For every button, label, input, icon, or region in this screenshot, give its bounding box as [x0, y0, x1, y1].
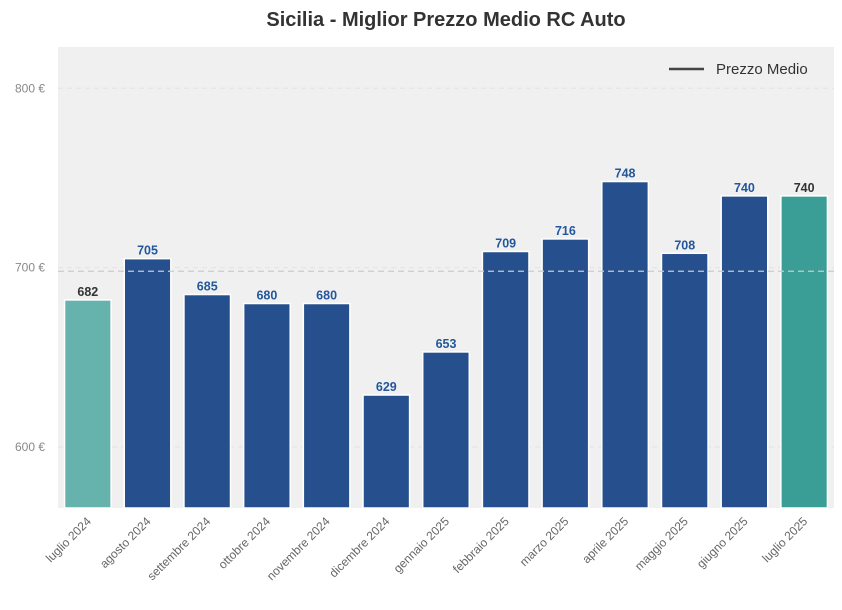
data-label: 708 [674, 238, 695, 252]
data-labels: 682 705 685 680 680 629 653 709 716 748 708 740 740 [58, 167, 834, 394]
x-tick-label: luglio 2025 [759, 514, 810, 565]
bar [63, 299, 112, 509]
legend: Prezzo Medio [669, 61, 808, 78]
y-tick-label: 700 € [15, 261, 45, 275]
chart-title: Sicilia - Miglior Prezzo Medio RC Auto [266, 9, 625, 31]
x-tick-label: giugno 2025 [694, 514, 751, 571]
bar [421, 351, 471, 509]
bar [481, 250, 530, 509]
x-tick-label: dicembre 2024 [326, 514, 392, 580]
x-tick-label: febbraio 2025 [450, 514, 512, 576]
data-label: 629 [376, 380, 397, 394]
bar [362, 394, 411, 509]
bar [541, 238, 590, 509]
y-axis: 600 € 700 € 800 € [15, 81, 45, 454]
data-label: 740 [734, 181, 755, 195]
x-tick-label: ottobre 2024 [215, 514, 273, 572]
bar [123, 257, 172, 509]
data-label: 682 [77, 285, 98, 299]
data-label: 685 [197, 280, 218, 294]
data-label: 740 [794, 181, 815, 195]
data-label: 716 [555, 224, 576, 238]
data-label: 748 [615, 167, 636, 181]
x-tick-label: luglio 2024 [43, 514, 94, 565]
bar [660, 252, 709, 509]
y-tick-label: 600 € [15, 440, 45, 454]
bar [780, 195, 829, 509]
x-tick-label: agosto 2024 [97, 514, 154, 571]
legend-entry-label: Prezzo Medio [716, 61, 808, 78]
bar [720, 195, 769, 509]
bar [242, 302, 291, 509]
data-label: 680 [316, 289, 337, 303]
bar [302, 302, 351, 509]
y-tick-label: 800 € [15, 81, 45, 95]
x-tick-label: maggio 2025 [632, 514, 691, 573]
bar [183, 293, 232, 509]
data-label: 653 [436, 337, 457, 351]
data-label: 709 [495, 236, 516, 250]
bar [601, 180, 650, 509]
x-tick-label: gennaio 2025 [391, 514, 453, 576]
data-label: 680 [256, 289, 277, 303]
x-tick-label: marzo 2025 [517, 514, 572, 569]
x-tick-label: settembre 2024 [144, 514, 213, 583]
x-tick-label: aprile 2025 [579, 514, 631, 566]
data-label: 705 [137, 244, 158, 258]
x-tick-label: novembre 2024 [264, 514, 333, 583]
bars [63, 180, 829, 509]
